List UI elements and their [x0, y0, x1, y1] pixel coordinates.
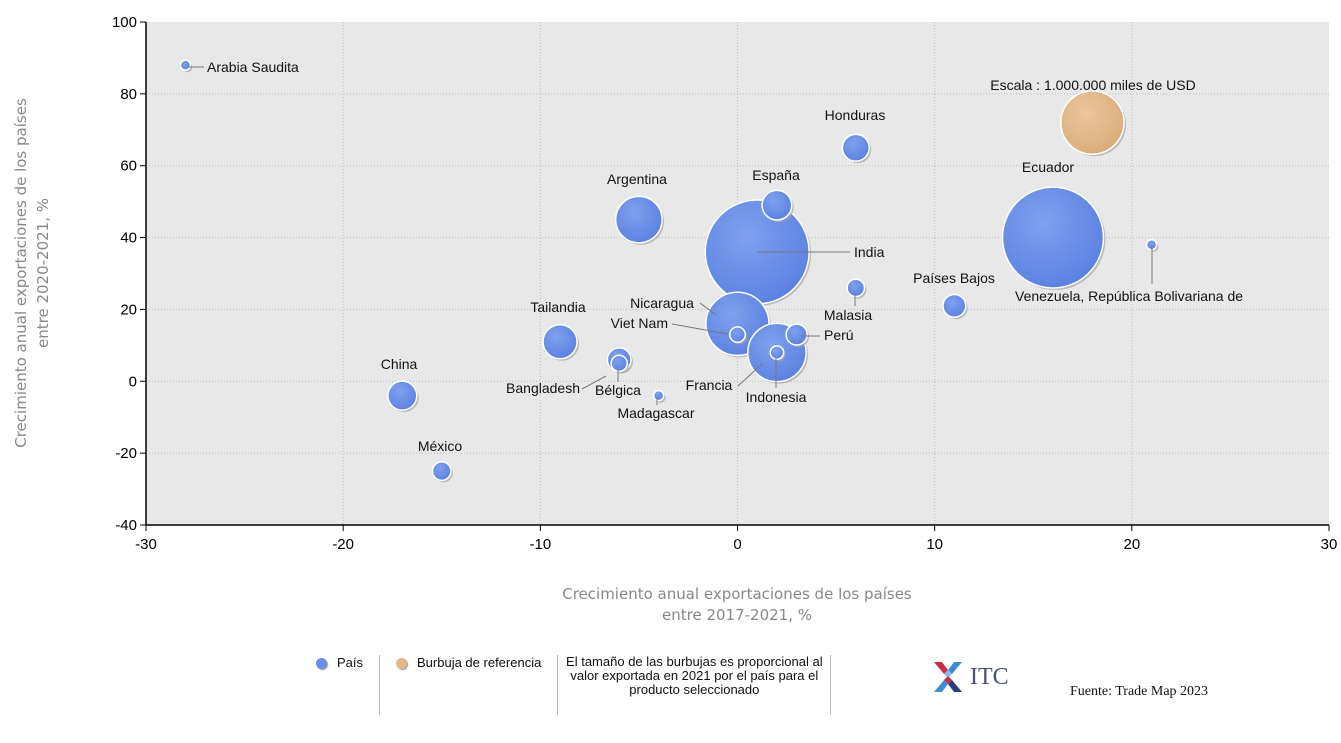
y-axis-title-line2: entre 2020-2021, % [34, 198, 52, 348]
bubble-point [841, 133, 870, 162]
y-tick-label: 0 [129, 373, 137, 390]
bubble-point [610, 354, 629, 373]
x-tick-label: 20 [1123, 536, 1140, 553]
bubble-point [387, 380, 418, 411]
source-note: Fuente: Trade Map 2023 [1070, 684, 1209, 699]
point-label: Bélgica [595, 382, 641, 398]
bubble-point [179, 59, 192, 71]
y-axis-title-line1: Crecimiento anual exportaciones de los p… [12, 98, 30, 448]
y-tick-label: 80 [120, 86, 137, 103]
legend-separator [557, 655, 559, 715]
reference-bubble-label: Escala : 1.000.000 miles de USD [990, 77, 1195, 93]
legend-label-country: País [337, 655, 364, 670]
itc-logo-icon [934, 662, 962, 692]
point-label: México [418, 438, 463, 454]
label-leader-line [737, 363, 763, 387]
y-tick-label: -20 [115, 445, 137, 462]
bubble-point [729, 326, 746, 344]
itc-logo: ITC [930, 660, 1009, 694]
point-label: Madagascar [617, 405, 694, 421]
x-tick-label: -10 [529, 536, 551, 553]
y-tick-label: 40 [120, 230, 137, 247]
point-label: Arabia Saudita [207, 59, 299, 75]
legend-label-reference: Burbuja de referencia [417, 655, 542, 670]
x-axis-title-line2: entre 2017-2021, % [662, 606, 812, 624]
point-label: Francia [686, 377, 733, 393]
y-tick-label: 60 [120, 158, 137, 175]
bubble-point [542, 323, 578, 360]
label-leader-line [581, 375, 607, 390]
point-label: Indonesia [746, 389, 807, 405]
bubble-point [942, 293, 967, 318]
x-tick-label: 10 [926, 536, 943, 553]
label-leader-line [671, 323, 729, 335]
y-tick-label: 20 [120, 301, 137, 318]
bubble-point [785, 323, 808, 346]
x-axis-title-line1: Crecimiento anual exportaciones de los p… [562, 585, 912, 603]
y-tick-label: 100 [112, 14, 137, 31]
legend-item-reference: Burbuja de referencia [380, 655, 557, 715]
point-label: Honduras [825, 107, 886, 123]
bubble-point [1001, 186, 1105, 289]
x-tick-label: 30 [1321, 536, 1338, 553]
point-label: Venezuela, República Bolivariana de [1015, 288, 1243, 304]
point-label: Perú [824, 327, 854, 343]
legend-dot-reference [396, 658, 408, 669]
legend-size-note: El tamaño de las burbujas es proporciona… [566, 654, 823, 697]
bubble-chart: -30 -20 -10 0 10 20 30 -40 -20 0 20 40 60 80 100 Escal… [12, 14, 1338, 624]
point-label: China [381, 356, 418, 372]
legend-separator [830, 655, 832, 715]
legend-item-country: País [300, 655, 379, 715]
itc-logo-text: ITC [970, 663, 1009, 690]
point-label: Ecuador [1022, 159, 1074, 175]
legend-separator [379, 655, 381, 715]
point-label: Malasia [824, 307, 872, 323]
point-label: India [854, 244, 885, 260]
legend-dot-country [316, 658, 327, 669]
point-label: Viet Nam [611, 315, 668, 331]
label-leader-line [699, 302, 717, 316]
legend: País Burbuja de referencia El tamaño de … [300, 654, 832, 715]
point-label: Países Bajos [913, 270, 995, 286]
point-label: España [752, 167, 800, 183]
reference-bubble [1060, 90, 1125, 155]
point-label: Bangladesh [506, 380, 580, 396]
x-tick-label: 0 [733, 536, 741, 553]
x-tick-label: -20 [332, 536, 354, 553]
bubble-point [652, 389, 665, 402]
point-label: Tailandia [530, 299, 585, 315]
point-label: Argentina [607, 171, 667, 187]
bubble-point [761, 189, 793, 221]
bubble-point [769, 345, 785, 360]
bubble-point [614, 195, 663, 244]
bubble-point [846, 278, 866, 298]
x-tick-label: -30 [135, 536, 157, 553]
y-tick-label: -40 [115, 517, 137, 534]
bubble-point [431, 461, 452, 482]
point-label: Nicaragua [630, 295, 694, 311]
